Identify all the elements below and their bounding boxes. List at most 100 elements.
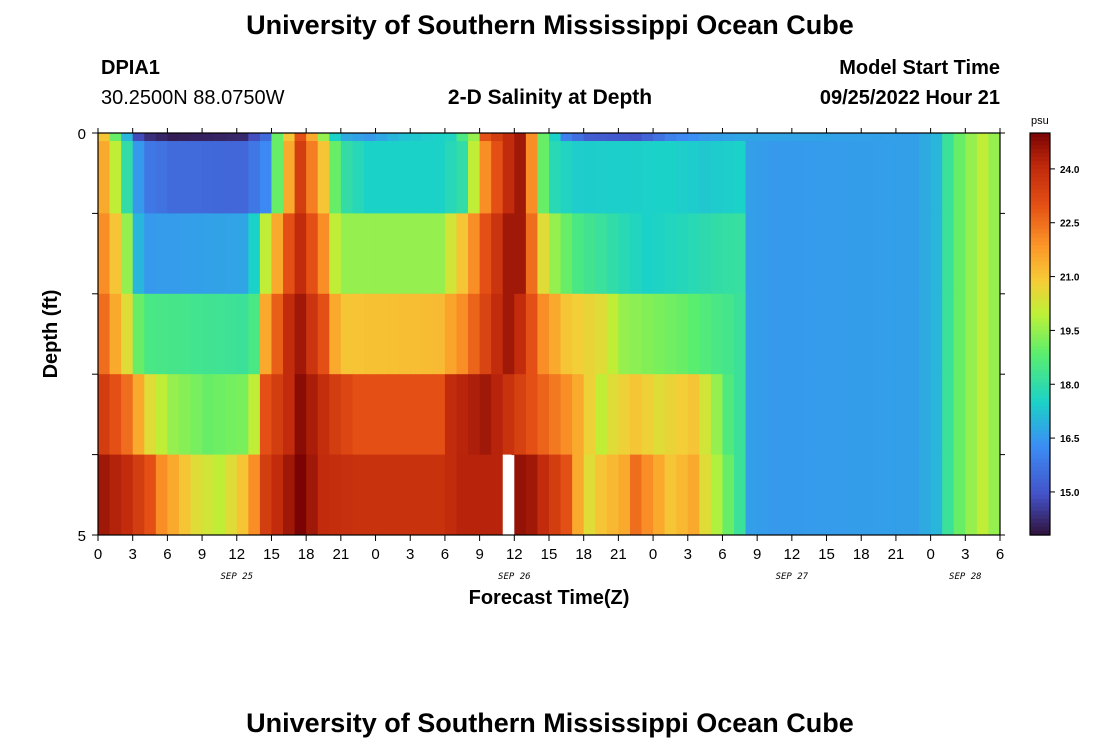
colorbar-tick-label: 24.0: [1060, 165, 1080, 176]
heatmap-cell: [225, 213, 238, 295]
colorbar-swatch: [1030, 506, 1050, 512]
heatmap-cell: [641, 374, 654, 456]
heatmap-cell: [225, 293, 238, 375]
heatmap-cell: [363, 374, 377, 456]
colorbar-swatch: [1030, 165, 1050, 170]
heatmap-cell: [167, 133, 180, 142]
heatmap-cell: [479, 141, 492, 214]
x-tick-label: 15: [818, 546, 835, 563]
heatmap-cell: [444, 141, 458, 214]
heatmap-cell: [375, 454, 388, 536]
heatmap-cell: [838, 141, 851, 214]
heatmap-cell: [363, 133, 377, 142]
heatmap-cell: [618, 141, 631, 214]
heatmap-cell: [294, 213, 307, 295]
heatmap-cell: [919, 293, 932, 375]
heatmap-cell: [433, 293, 446, 375]
heatmap-cell: [283, 213, 296, 295]
heatmap-cell: [618, 213, 631, 295]
colorbar-swatch: [1030, 145, 1050, 150]
colorbar-swatch: [1030, 181, 1050, 186]
colorbar-swatch: [1030, 342, 1050, 347]
heatmap-cell: [537, 141, 550, 214]
colorbar-swatch: [1030, 321, 1050, 327]
colorbar-swatch: [1030, 153, 1050, 158]
heatmap-cell: [109, 374, 122, 456]
x-tick-label: 6: [441, 546, 449, 563]
heatmap-cell: [537, 454, 550, 536]
heatmap-cell: [884, 213, 897, 295]
heatmap-cell: [549, 293, 562, 375]
heatmap-cell: [930, 454, 943, 536]
heatmap-cell: [988, 213, 1000, 295]
heatmap-cell: [468, 454, 481, 536]
x-tick-label: 21: [333, 546, 350, 563]
heatmap-cell: [98, 141, 111, 214]
heatmap-cell: [352, 141, 365, 214]
colorbar-swatch: [1030, 217, 1050, 223]
heatmap-cell: [387, 133, 400, 142]
heatmap-cell: [375, 293, 388, 375]
heatmap-cell: [803, 133, 816, 142]
heatmap-cell: [213, 141, 226, 214]
heatmap-cell: [387, 213, 400, 295]
heatmap-cell: [768, 133, 781, 142]
colorbar-swatch: [1030, 466, 1050, 472]
colorbar-swatch: [1030, 241, 1050, 247]
heatmap-cell: [283, 454, 296, 536]
heatmap-cell: [629, 454, 643, 536]
colorbar-swatch: [1030, 141, 1050, 146]
colorbar-swatch: [1030, 209, 1050, 214]
heatmap-cell: [329, 213, 342, 295]
heatmap-cell: [583, 133, 596, 142]
heatmap-cell: [884, 374, 897, 456]
heatmap-cell: [271, 454, 284, 536]
colorbar-swatch: [1030, 253, 1050, 259]
heatmap-cell: [629, 141, 643, 214]
heatmap-cell: [144, 454, 157, 536]
heatmap-cell: [456, 213, 469, 295]
heatmap-cell: [121, 454, 134, 536]
heatmap-cell: [953, 141, 966, 214]
heatmap-cell: [919, 133, 932, 142]
heatmap-cell: [872, 141, 885, 214]
colorbar-swatch: [1030, 458, 1050, 464]
heatmap-cell: [213, 133, 226, 142]
x-tick-label: 18: [575, 546, 592, 563]
colorbar-swatch: [1030, 225, 1050, 231]
colorbar-swatch: [1030, 478, 1050, 484]
heatmap-cell: [907, 374, 920, 456]
colorbar-swatch: [1030, 233, 1050, 239]
x-tick-label: 3: [961, 546, 969, 563]
heatmap-cell: [502, 293, 515, 375]
heatmap-cell: [98, 133, 111, 142]
colorbar-swatch: [1030, 494, 1050, 500]
heatmap-cell: [988, 454, 1000, 536]
heatmap-cell: [930, 374, 943, 456]
heatmap-cell: [988, 374, 1000, 456]
heatmap-cell: [225, 141, 238, 214]
heatmap-cell: [456, 374, 469, 456]
heatmap-cell: [942, 141, 955, 214]
heatmap-cell: [271, 141, 284, 214]
heatmap-cell: [965, 293, 978, 375]
heatmap-cell: [248, 293, 261, 375]
colorbar-swatch: [1030, 249, 1050, 255]
heatmap-cell: [121, 293, 134, 375]
heatmap-cell: [190, 374, 203, 456]
heatmap-cell: [653, 213, 666, 295]
heatmap-cell: [872, 213, 885, 295]
heatmap-cell: [491, 293, 504, 375]
station-coordinates: 30.2500N 88.0750W: [101, 87, 285, 109]
heatmap-cell: [745, 133, 758, 142]
heatmap-cell: [780, 213, 793, 295]
heatmap-cell: [560, 374, 573, 456]
heatmap-cell: [710, 454, 724, 536]
heatmap-cell: [757, 454, 770, 536]
heatmap-cell: [271, 133, 284, 142]
colorbar-tick-label: 16.5: [1060, 434, 1080, 445]
y-axis-ticks: 05: [78, 126, 1005, 545]
x-tick-label: 18: [298, 546, 315, 563]
heatmap-cell: [537, 293, 550, 375]
colorbar-swatch: [1030, 338, 1050, 343]
